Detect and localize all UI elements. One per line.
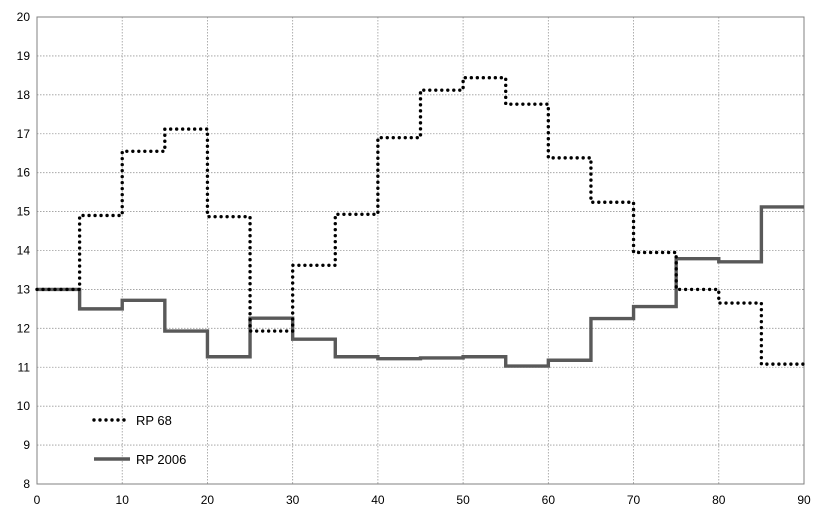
y-tick-label: 10 — [17, 399, 31, 413]
axes: 8 9 10 11 12 13 14 15 16 17 18 19 20 0 10 20 30 40 50 60 70 8… — [17, 10, 811, 507]
series-layer — [35, 76, 806, 368]
x-tick-label: 80 — [712, 493, 726, 507]
x-tick-label: 10 — [116, 493, 130, 507]
y-tick-label: 9 — [23, 438, 30, 452]
x-tick-label: 30 — [286, 493, 300, 507]
y-tick-label: 16 — [17, 166, 31, 180]
legend-label: RP 2006 — [136, 452, 186, 467]
series-line-rp-68 — [35, 76, 806, 366]
series-line-rp-2006 — [37, 205, 804, 368]
x-tick-label: 0 — [34, 493, 41, 507]
x-tick-label: 20 — [201, 493, 215, 507]
legend-label: RP 68 — [136, 413, 172, 428]
y-tick-label: 20 — [17, 10, 31, 24]
y-tick-label: 15 — [17, 205, 31, 219]
y-tick-label: 13 — [17, 282, 31, 296]
y-tick-label: 19 — [17, 49, 31, 63]
x-tick-label: 50 — [456, 493, 470, 507]
y-tick-label: 17 — [17, 127, 31, 141]
y-tick-label: 12 — [17, 321, 31, 335]
x-tick-label: 60 — [542, 493, 556, 507]
x-tick-label: 70 — [627, 493, 641, 507]
legend: RP 68 RP 2006 — [92, 413, 186, 467]
y-tick-label: 14 — [17, 244, 31, 258]
x-tick-label: 40 — [371, 493, 385, 507]
plot-frame — [36, 16, 805, 485]
y-tick-label: 18 — [17, 88, 31, 102]
x-tick-label: 90 — [797, 493, 811, 507]
y-tick-label: 8 — [23, 477, 30, 491]
y-tick-label: 11 — [18, 360, 31, 374]
